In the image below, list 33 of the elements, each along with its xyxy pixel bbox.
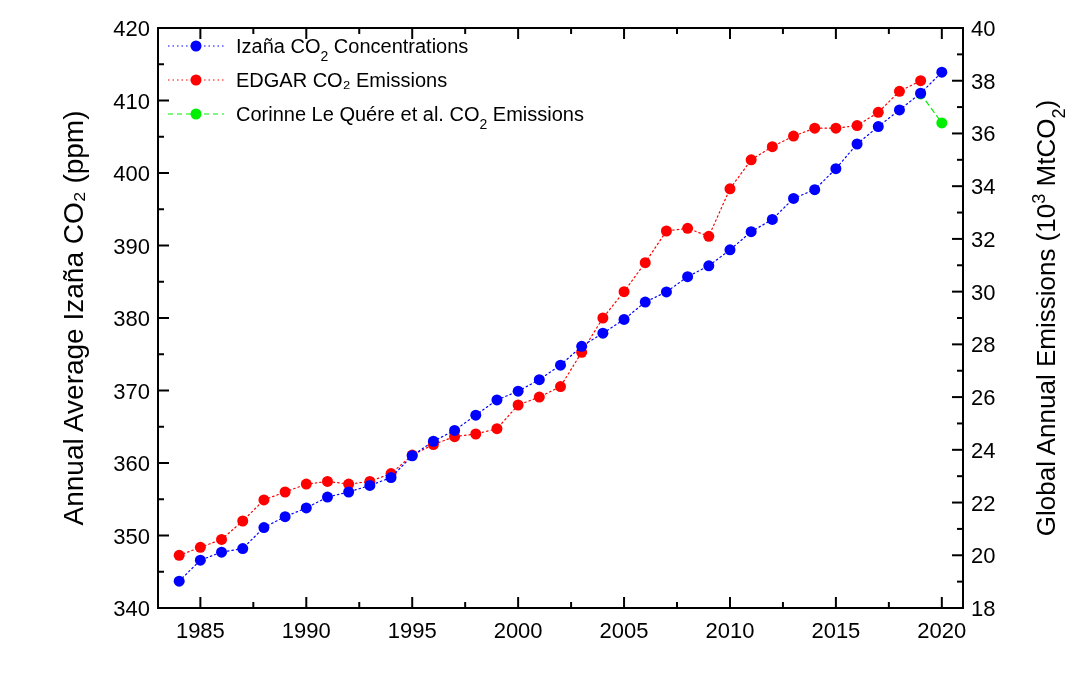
y-axis-title: Annual Average Izaña CO₂ (ppm) <box>58 110 89 526</box>
y2-tick-label: 22 <box>971 490 996 516</box>
x-tick-label: 2010 <box>705 618 755 643</box>
y-tick-label: 410 <box>113 88 150 114</box>
y-tick-label: 390 <box>113 233 150 259</box>
legend-label: Izaña CO$_{2}$ Concentrations <box>236 35 469 64</box>
legend-label: EDGAR CO₂ Emissions <box>236 69 448 91</box>
y2-tick-label: 26 <box>971 385 996 411</box>
y-tick-label: 360 <box>113 451 150 476</box>
y2-tick-label: 28 <box>971 332 996 358</box>
y2-tick-label: 18 <box>971 596 996 621</box>
y2-tick-label: 30 <box>971 279 996 305</box>
y2-tick-label: 20 <box>971 543 996 569</box>
y2-tick-label: 34 <box>971 174 996 200</box>
y-tick-label: 380 <box>113 306 150 331</box>
x-tick-label: 1985 <box>175 618 225 643</box>
x-tick-label: 2015 <box>811 618 861 643</box>
y2-tick-label: 36 <box>971 121 996 147</box>
y-tick-label: 400 <box>113 161 150 186</box>
y2-tick-label: 32 <box>971 226 996 252</box>
y-tick-label: 350 <box>113 523 150 549</box>
y2-tick-label: 24 <box>971 437 996 463</box>
x-tick-label: 2000 <box>493 618 543 643</box>
x-tick-label: 1990 <box>281 618 331 643</box>
y2-tick-label: 38 <box>971 68 996 94</box>
y-tick-label: 420 <box>113 16 150 41</box>
x-tick-label: 2005 <box>599 618 649 643</box>
x-tick-label: 1995 <box>387 618 437 643</box>
y2-tick-label: 40 <box>971 16 996 41</box>
legend-label: Corinne Le Quére et al. CO$_{2}$ Emissions <box>236 103 584 132</box>
y-tick-label: 370 <box>113 378 150 404</box>
x-tick-label: 2020 <box>917 618 967 643</box>
y-tick-label: 340 <box>113 596 150 621</box>
